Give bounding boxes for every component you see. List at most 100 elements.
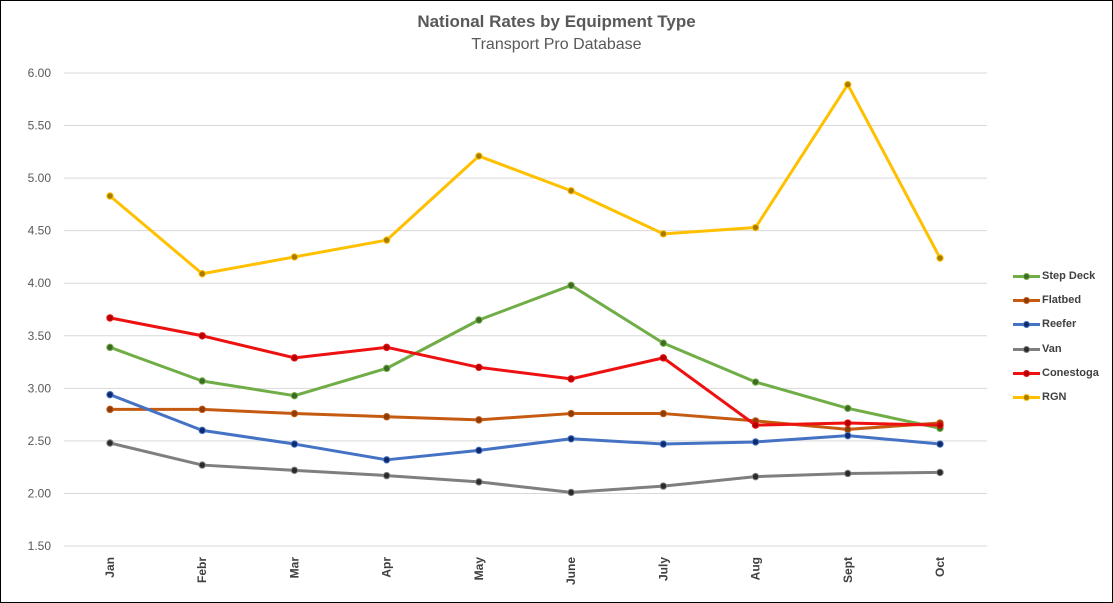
series-line bbox=[108, 393, 942, 462]
data-point bbox=[290, 409, 299, 418]
data-point bbox=[198, 332, 206, 340]
data-point bbox=[475, 416, 483, 424]
data-point bbox=[659, 440, 668, 448]
chart-subtitle: Transport Pro Database bbox=[471, 36, 642, 53]
gridlines bbox=[64, 72, 987, 547]
legend-label: Reefer bbox=[1042, 318, 1077, 331]
data-point bbox=[475, 446, 483, 455]
data-point bbox=[659, 354, 668, 362]
legend-item: Reefer bbox=[1013, 312, 1099, 336]
data-point bbox=[290, 253, 299, 261]
data-point bbox=[567, 409, 575, 418]
series-line bbox=[108, 316, 942, 427]
data-point bbox=[751, 378, 760, 386]
x-tick-label: Sept bbox=[841, 557, 855, 583]
x-tick-label: Oct bbox=[933, 557, 947, 577]
y-tick-label: 3.50 bbox=[28, 329, 52, 343]
y-tick-label: 4.00 bbox=[28, 276, 52, 290]
x-tick-label: Aug bbox=[749, 557, 763, 580]
data-point bbox=[936, 421, 944, 429]
data-point bbox=[106, 192, 114, 200]
legend-swatch bbox=[1013, 270, 1040, 282]
series-line bbox=[108, 407, 942, 431]
data-point bbox=[198, 270, 206, 278]
x-tick-label: June bbox=[564, 557, 578, 585]
data-point bbox=[659, 409, 668, 418]
data-point bbox=[567, 488, 575, 497]
data-point bbox=[106, 314, 114, 322]
data-point bbox=[382, 456, 391, 464]
data-point bbox=[198, 405, 206, 414]
data-point bbox=[106, 390, 114, 399]
series-conestoga bbox=[106, 314, 944, 429]
series-flatbed bbox=[106, 405, 944, 434]
x-tick-label: Febr bbox=[195, 557, 209, 583]
legend-item: Van bbox=[1013, 337, 1099, 361]
y-tick-label: 6.00 bbox=[28, 66, 52, 80]
legend-item: Step Deck bbox=[1013, 264, 1099, 288]
data-point bbox=[567, 375, 575, 383]
data-point bbox=[567, 435, 575, 443]
y-tick-label: 1.50 bbox=[28, 539, 52, 553]
data-point bbox=[290, 466, 299, 475]
y-tick-label: 5.50 bbox=[28, 119, 52, 133]
series-van bbox=[106, 439, 944, 497]
data-point bbox=[567, 187, 575, 195]
y-tick-label: 4.50 bbox=[28, 224, 52, 238]
x-tick-label: Mar bbox=[287, 557, 301, 579]
legend-swatch bbox=[1013, 367, 1040, 379]
y-tick-label: 2.00 bbox=[28, 486, 52, 500]
data-point bbox=[936, 254, 944, 262]
data-point bbox=[751, 223, 760, 232]
data-point bbox=[290, 440, 299, 448]
data-point bbox=[844, 80, 852, 89]
data-point bbox=[751, 472, 760, 481]
data-point bbox=[382, 413, 391, 421]
x-tick-label: Apr bbox=[380, 557, 394, 578]
data-point bbox=[844, 419, 852, 427]
data-point bbox=[198, 461, 206, 469]
data-point bbox=[475, 152, 483, 160]
legend-swatch bbox=[1013, 318, 1040, 330]
x-tick-label: July bbox=[656, 557, 670, 581]
data-point bbox=[567, 281, 575, 290]
data-point bbox=[475, 363, 483, 372]
y-axis: 1.50 2.00 2.50 3.00 3.50 4.00 4.50 5.00 5.50 6.00 bbox=[28, 66, 52, 553]
y-tick-label: 3.00 bbox=[28, 381, 52, 395]
data-point bbox=[106, 439, 114, 447]
legend-label: Flatbed bbox=[1042, 294, 1082, 307]
legend-item: Flatbed bbox=[1013, 288, 1099, 312]
y-tick-label: 2.50 bbox=[28, 434, 52, 448]
data-point bbox=[198, 426, 206, 435]
data-point bbox=[290, 391, 299, 400]
data-point bbox=[382, 236, 391, 244]
series-line bbox=[108, 441, 942, 494]
legend-item: Conestoga bbox=[1013, 361, 1099, 385]
x-tick-label: Jan bbox=[103, 557, 117, 578]
data-point bbox=[106, 343, 114, 352]
data-point bbox=[751, 438, 760, 446]
legend-label: RGN bbox=[1042, 391, 1067, 404]
data-point bbox=[844, 431, 852, 440]
data-point bbox=[844, 404, 852, 413]
y-tick-label: 5.00 bbox=[28, 171, 52, 185]
legend-swatch bbox=[1013, 343, 1040, 355]
data-point bbox=[844, 425, 852, 434]
data-point bbox=[936, 440, 944, 448]
series-line bbox=[108, 283, 942, 430]
data-point bbox=[198, 377, 206, 385]
data-point bbox=[751, 421, 760, 429]
x-axis: Jan Febr Mar Apr May June July Aug Sept Oct bbox=[103, 557, 947, 585]
legend-swatch bbox=[1013, 391, 1040, 403]
data-point bbox=[475, 478, 483, 486]
legend-label: Van bbox=[1042, 342, 1062, 355]
data-point bbox=[106, 405, 114, 414]
series-layer bbox=[106, 80, 944, 497]
data-point bbox=[844, 469, 852, 478]
series-step-deck bbox=[106, 281, 944, 432]
data-point bbox=[382, 343, 391, 352]
chart-title: National Rates by Equipment Type bbox=[417, 12, 696, 31]
series-line bbox=[108, 83, 942, 276]
